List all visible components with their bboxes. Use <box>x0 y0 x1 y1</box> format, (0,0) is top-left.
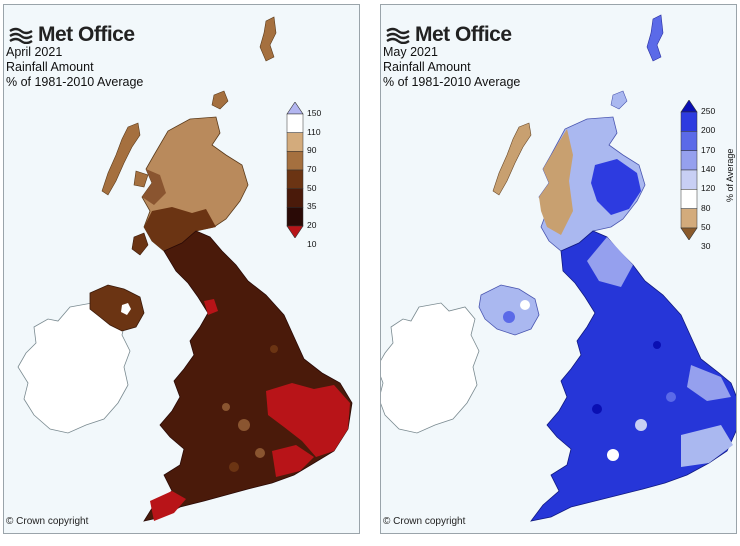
met-office-brand: Met Office <box>385 23 512 47</box>
map-info: April 2021 Rainfall Amount % of 1981-201… <box>6 45 143 90</box>
colorbar-tick-label: 250 <box>701 106 716 116</box>
map-baseline: % of 1981-2010 Average <box>6 75 144 89</box>
scotland-east-wet-region <box>591 159 641 215</box>
rainfall-speckle <box>222 403 230 411</box>
colorbar-tick-label: 35 <box>307 201 317 212</box>
colorbar-tick-label: 150 <box>307 108 322 118</box>
rainfall-speckle <box>270 345 278 353</box>
colorbar-tick-label: 20 <box>307 220 317 230</box>
rainfall-speckle <box>255 448 265 458</box>
copyright-notice: © Crown copyright <box>6 516 89 527</box>
colorbar-tick-label: 80 <box>701 202 711 213</box>
met-office-brand: Met Office <box>8 23 135 47</box>
northern-england-light-area <box>587 237 633 287</box>
colorbar-tick-label: 200 <box>701 125 716 136</box>
colorbar-tick-label: 120 <box>701 183 716 194</box>
east-light-area <box>687 365 731 401</box>
colorbar-tick-label: 110 <box>307 126 321 137</box>
brand-name: Met Office <box>415 23 512 46</box>
colorbar-segment <box>680 131 698 151</box>
colorbar-segment <box>680 189 698 209</box>
colorbar-segment <box>680 208 698 229</box>
colorbar-top-arrow <box>680 100 698 113</box>
england-wales-landmass <box>143 230 353 522</box>
cornwall-dry-area <box>150 491 186 521</box>
colorbar-tick-label: 30 <box>701 241 711 252</box>
rainfall-speckle <box>229 462 239 472</box>
outer-hebrides <box>101 122 141 196</box>
map-baseline: % of 1981-2010 Average <box>383 75 521 89</box>
colorbar-unit-label: % of Average <box>725 148 735 202</box>
colorbar-segment <box>286 151 304 171</box>
shetland <box>646 14 664 62</box>
orkney <box>610 90 628 110</box>
ireland-landmass <box>381 302 480 434</box>
copyright-notice: © Crown copyright <box>383 516 466 527</box>
northern-ireland-landmass <box>89 284 145 332</box>
rainfall-speckle <box>520 300 530 310</box>
colorbar-segment <box>286 169 304 189</box>
colorbar-segment <box>680 111 698 132</box>
colorbar-bottom-arrow <box>286 225 304 238</box>
may-map-panel: Met Office May 2021 Rainfall Amount % of… <box>380 4 737 534</box>
rainfall-speckle <box>238 419 250 431</box>
rainfall-speckle <box>635 419 647 431</box>
may-colorbar-legend: 250 200 170 140 120 80 50 30 % of Average <box>677 100 735 251</box>
lake-district-dry-area <box>204 299 218 315</box>
outer-hebrides <box>492 122 532 196</box>
scotland-dark-region <box>144 207 216 251</box>
met-office-logo-icon <box>9 27 33 44</box>
colorbar-tick-label: 140 <box>701 164 716 174</box>
orkney <box>211 90 229 110</box>
rainfall-speckle <box>666 392 676 402</box>
colorbar-segment <box>286 207 304 227</box>
rainfall-speckle <box>592 404 602 414</box>
rainfall-speckle <box>503 311 515 323</box>
northern-ireland-landmass <box>478 284 540 336</box>
may-rainfall-map <box>381 14 736 522</box>
scotland-west-dry-region <box>539 129 573 235</box>
colorbar-segment <box>680 150 698 171</box>
map-variable: Rainfall Amount <box>6 60 94 74</box>
colorbar-segment <box>680 169 698 190</box>
southeast-dry-area <box>272 445 314 477</box>
map-info: May 2021 Rainfall Amount % of 1981-2010 … <box>383 45 520 90</box>
colorbar-bottom-arrow <box>680 227 698 240</box>
scotland-west-region <box>142 169 166 205</box>
skye <box>133 170 149 188</box>
colorbar-graphic <box>286 102 304 238</box>
islay-arran <box>131 232 149 256</box>
april-colorbar-legend: 150 110 90 70 50 35 20 10 <box>283 102 343 249</box>
colorbar-tick-label: 50 <box>307 182 317 193</box>
shetland <box>259 16 277 62</box>
colorbar-segment <box>286 132 304 152</box>
southeast-light-area <box>681 425 733 467</box>
colorbar-tick-label: 70 <box>307 164 317 174</box>
colorbar-tick-label: 170 <box>701 144 716 155</box>
colorbar-tick-label: 50 <box>701 222 711 232</box>
map-month: May 2021 <box>383 45 438 59</box>
rainfall-speckle <box>653 341 661 349</box>
lough-neagh <box>121 303 131 315</box>
colorbar-segment <box>286 188 304 208</box>
map-month: April 2021 <box>6 45 63 59</box>
colorbar-tick-label: 90 <box>307 145 317 156</box>
met-office-logo-icon <box>386 27 410 44</box>
rainfall-speckle <box>607 449 619 461</box>
map-variable: Rainfall Amount <box>383 60 471 74</box>
april-map-panel: Met Office April 2021 Rainfall Amount % … <box>3 4 360 534</box>
colorbar-segment <box>286 113 304 133</box>
colorbar-top-arrow <box>286 102 304 115</box>
colorbar-graphic <box>680 100 698 240</box>
east-anglia-dry-area <box>266 383 350 457</box>
april-rainfall-map <box>17 16 353 522</box>
colorbar-tick-label: 10 <box>307 238 317 249</box>
brand-name: Met Office <box>38 23 135 46</box>
